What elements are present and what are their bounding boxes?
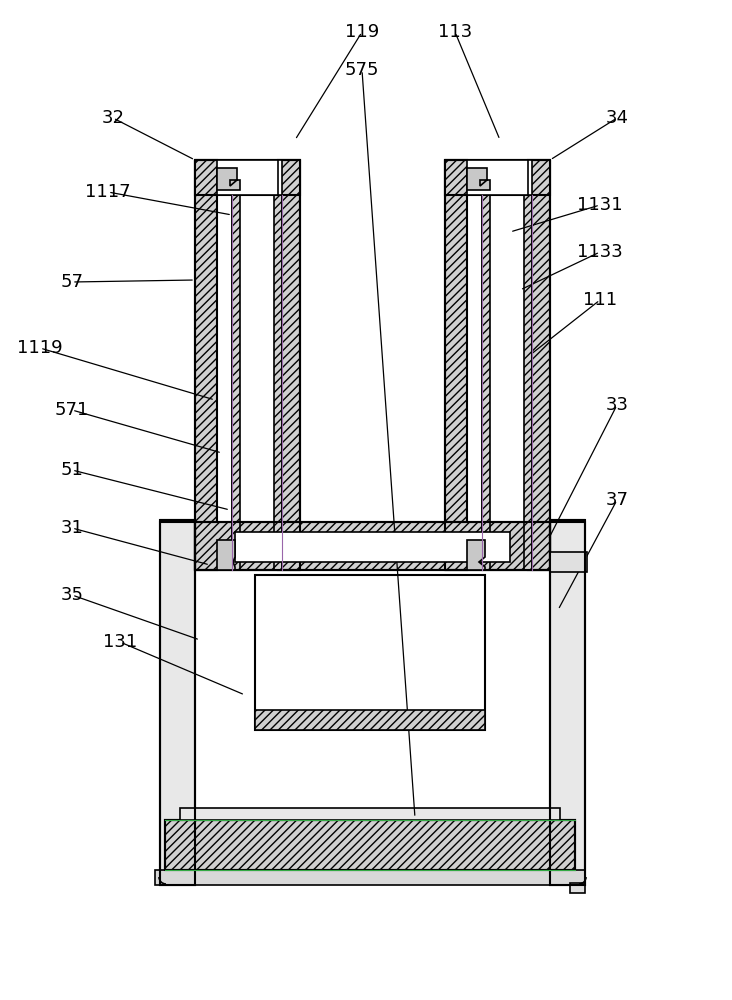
Bar: [217, 160, 278, 195]
Text: 571: 571: [55, 401, 89, 419]
Text: 131: 131: [103, 633, 137, 651]
Text: 33: 33: [605, 396, 629, 414]
Bar: [235, 532, 510, 562]
Text: 51: 51: [61, 461, 83, 479]
Bar: [160, 522, 195, 885]
Bar: [550, 552, 587, 572]
Bar: [165, 820, 575, 870]
Text: 1131: 1131: [578, 196, 623, 214]
Polygon shape: [467, 540, 485, 570]
Bar: [195, 522, 550, 570]
Bar: [274, 195, 282, 570]
Text: 111: 111: [583, 291, 617, 309]
Bar: [490, 195, 524, 570]
Text: 35: 35: [61, 586, 83, 604]
Bar: [255, 710, 485, 730]
Text: 32: 32: [102, 109, 124, 127]
Polygon shape: [217, 168, 240, 190]
Bar: [278, 160, 300, 570]
Bar: [570, 883, 585, 893]
Text: 37: 37: [605, 491, 629, 509]
Bar: [255, 575, 485, 730]
Text: 119: 119: [345, 23, 379, 41]
Text: 575: 575: [345, 61, 379, 79]
Bar: [482, 160, 532, 195]
Text: 57: 57: [61, 273, 83, 291]
Bar: [240, 195, 274, 570]
Text: 1133: 1133: [577, 243, 623, 261]
Bar: [524, 195, 532, 570]
Polygon shape: [467, 168, 490, 190]
Text: 113: 113: [438, 23, 472, 41]
Bar: [180, 808, 560, 820]
Bar: [195, 522, 550, 570]
Bar: [160, 520, 195, 885]
Bar: [165, 820, 575, 870]
Bar: [195, 160, 300, 195]
Bar: [232, 195, 240, 570]
Bar: [195, 160, 217, 570]
Bar: [550, 520, 585, 885]
Bar: [528, 160, 550, 570]
Bar: [445, 160, 550, 195]
Text: 1117: 1117: [85, 183, 131, 201]
Bar: [155, 870, 585, 885]
Text: 31: 31: [61, 519, 83, 537]
Bar: [232, 160, 282, 195]
Bar: [445, 160, 467, 570]
Text: 1119: 1119: [17, 339, 63, 357]
Bar: [550, 522, 585, 885]
Polygon shape: [217, 540, 235, 570]
Bar: [482, 195, 490, 570]
Text: 34: 34: [605, 109, 629, 127]
Bar: [467, 160, 528, 195]
